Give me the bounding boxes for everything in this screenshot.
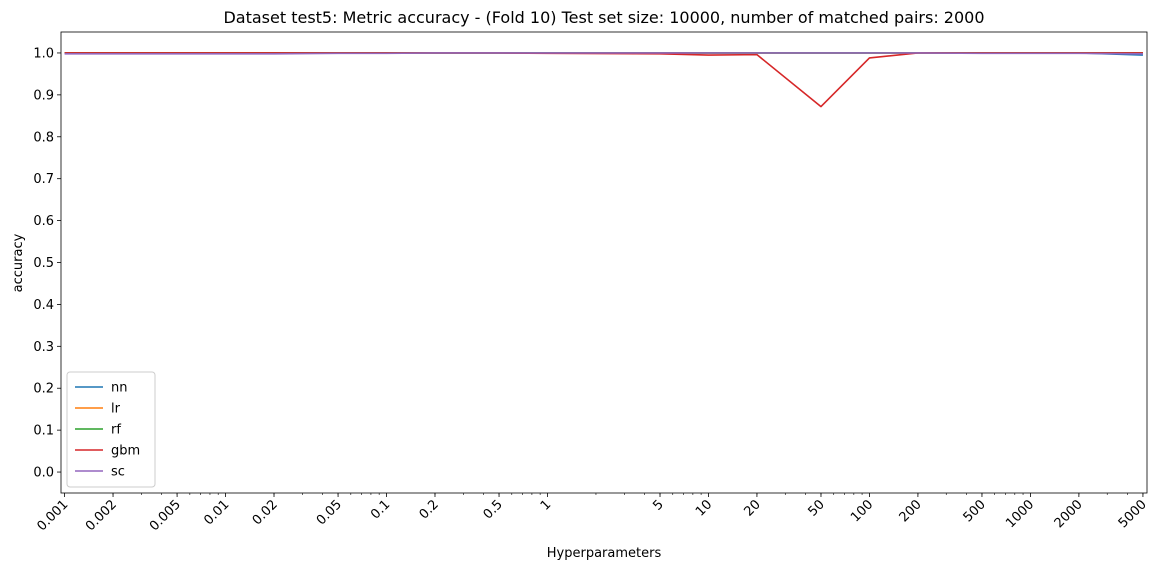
x-tick-label: 0.005 — [147, 497, 184, 534]
x-tick-label: 500 — [961, 497, 989, 525]
series-lines — [64, 52, 1143, 108]
y-axis-ticks: 0.0 0.1 0.2 0.3 0.4 0.5 0.6 0.7 0.8 0.9 1.0 — [33, 46, 61, 481]
x-tick-label: 0.1 — [368, 497, 393, 522]
x-tick-label: 20 — [741, 497, 763, 519]
x-tick-label: 50 — [806, 497, 828, 519]
x-tick-label: 0.05 — [314, 497, 345, 528]
y-tick-label: 0.9 — [33, 88, 54, 103]
legend-label-lr: lr — [111, 402, 121, 417]
x-tick-label: 0.01 — [201, 497, 232, 528]
y-tick-label: 0.8 — [33, 130, 54, 145]
chart-title: Dataset test5: Metric accuracy - (Fold 1… — [223, 8, 984, 27]
x-tick-label: 0.001 — [34, 497, 71, 534]
legend-label-sc: sc — [111, 465, 125, 480]
y-tick-label: 0.2 — [33, 382, 54, 397]
x-tick-label: 5000 — [1116, 497, 1150, 531]
y-tick-label: 0.5 — [33, 256, 54, 271]
x-tick-label: 10 — [693, 497, 715, 519]
y-tick-label: 0.7 — [33, 172, 54, 187]
y-axis-label: accuracy — [11, 233, 26, 292]
x-axis-label: Hyperparameters — [547, 546, 662, 561]
legend-label-rf: rf — [111, 423, 121, 438]
plot-frame — [60, 31, 1148, 494]
y-tick-label: 1.0 — [33, 46, 54, 61]
y-tick-label: 0.6 — [33, 214, 54, 229]
series-line-sc — [64, 52, 1143, 55]
y-tick-label: 0.1 — [33, 424, 54, 439]
x-tick-label: 1 — [538, 497, 554, 513]
x-tick-label: 0.02 — [250, 497, 281, 528]
x-tick-label: 1000 — [1003, 497, 1037, 531]
legend-box — [66, 371, 156, 488]
x-axis-ticks: 0.001 0.002 0.005 0.01 0.02 0.05 0.1 0.2 0.5 1 5 10… — [34, 493, 1150, 534]
y-tick-label: 0.3 — [33, 340, 54, 355]
legend: nn lr rf gbm sc — [66, 371, 156, 488]
legend-label-gbm: gbm — [111, 444, 140, 459]
x-tick-label: 0.2 — [417, 497, 442, 522]
series-line-gbm — [64, 52, 1143, 108]
y-tick-label: 0.4 — [33, 298, 54, 313]
x-tick-label: 200 — [897, 497, 925, 525]
x-tick-label: 100 — [848, 497, 876, 525]
x-tick-label: 0.002 — [83, 497, 120, 534]
x-tick-label: 0.5 — [481, 497, 506, 522]
x-tick-label: 2000 — [1052, 497, 1086, 531]
legend-label-nn: nn — [111, 381, 127, 396]
x-tick-label: 5 — [650, 497, 666, 513]
y-tick-label: 0.0 — [33, 466, 54, 481]
